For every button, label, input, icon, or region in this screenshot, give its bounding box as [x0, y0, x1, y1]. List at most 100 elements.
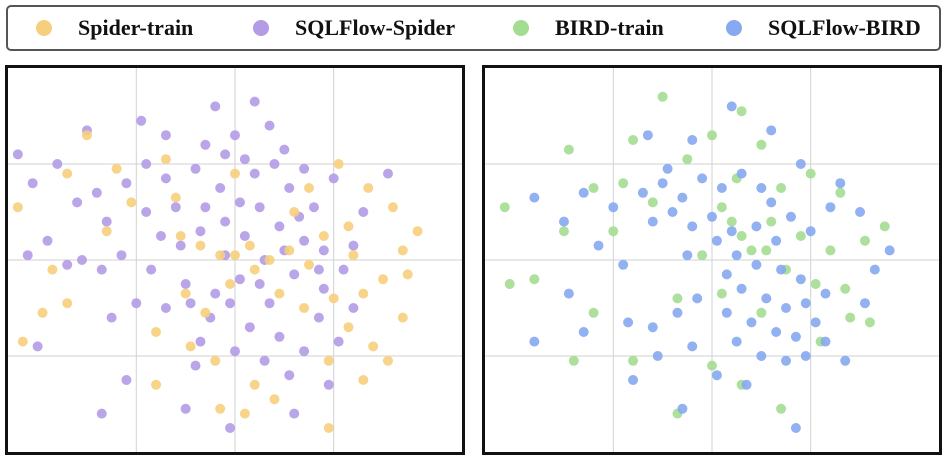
- point-sqlflow-bird-48: [618, 259, 629, 270]
- scatter-plot-spider: [8, 68, 462, 452]
- point-sqlflow-bird-62: [628, 375, 639, 385]
- point-spider-train-34: [299, 303, 310, 313]
- point-sqlflow-spider-40: [180, 279, 191, 289]
- point-sqlflow-bird-27: [790, 331, 801, 342]
- point-spider-train-36: [180, 288, 191, 299]
- legend-item-sqlflow-bird: SQLFlow-BIRD: [726, 7, 921, 49]
- point-bird-train-1: [558, 226, 569, 237]
- point-sqlflow-spider-20: [170, 202, 181, 213]
- point-sqlflow-bird-12: [751, 221, 762, 232]
- point-sqlflow-spider-59: [358, 207, 369, 217]
- point-sqlflow-bird-52: [642, 130, 653, 141]
- point-sqlflow-bird-24: [820, 288, 831, 299]
- point-bird-train-16: [716, 202, 727, 213]
- point-sqlflow-spider-19: [141, 207, 152, 217]
- point-bird-train-21: [825, 245, 836, 256]
- point-sqlflow-spider-61: [116, 250, 127, 261]
- point-sqlflow-bird-49: [766, 125, 777, 136]
- point-sqlflow-bird-61: [578, 327, 589, 337]
- point-sqlflow-bird-23: [800, 298, 811, 309]
- point-sqlflow-spider-6: [239, 154, 250, 165]
- point-sqlflow-spider-8: [279, 144, 290, 155]
- point-sqlflow-bird-66: [711, 235, 722, 246]
- point-spider-train-40: [289, 207, 300, 217]
- point-sqlflow-spider-44: [299, 346, 310, 357]
- point-sqlflow-spider-1: [210, 101, 221, 112]
- point-spider-train-3: [47, 264, 58, 275]
- point-sqlflow-spider-33: [185, 298, 196, 309]
- point-sqlflow-spider-54: [239, 231, 250, 241]
- point-sqlflow-bird-13: [771, 235, 782, 246]
- point-spider-train-47: [215, 403, 226, 414]
- point-spider-train-30: [397, 312, 408, 323]
- point-sqlflow-spider-76: [254, 279, 265, 289]
- point-sqlflow-spider-34: [160, 303, 171, 313]
- point-sqlflow-bird-38: [623, 317, 634, 328]
- point-bird-train-12: [672, 293, 683, 304]
- point-sqlflow-bird-9: [687, 221, 698, 232]
- point-spider-train-22: [363, 183, 374, 193]
- point-sqlflow-bird-56: [869, 264, 880, 275]
- point-sqlflow-spider-58: [308, 202, 319, 213]
- point-sqlflow-spider-27: [338, 264, 349, 275]
- point-spider-train-33: [323, 355, 334, 366]
- point-sqlflow-bird-2: [677, 192, 688, 203]
- point-spider-train-35: [151, 327, 162, 337]
- point-bird-train-9: [588, 307, 599, 318]
- point-sqlflow-spider-14: [72, 197, 83, 208]
- point-spider-train-51: [402, 269, 413, 280]
- point-sqlflow-spider-65: [180, 403, 191, 414]
- point-sqlflow-spider-83: [155, 231, 166, 241]
- point-spider-train-17: [215, 250, 226, 261]
- point-sqlflow-bird-4: [716, 183, 727, 193]
- point-sqlflow-spider-87: [225, 298, 236, 309]
- point-spider-train-16: [304, 259, 315, 270]
- point-sqlflow-spider-68: [96, 408, 107, 419]
- point-sqlflow-bird-54: [835, 178, 846, 189]
- point-sqlflow-spider-38: [42, 235, 53, 246]
- point-sqlflow-bird-42: [741, 379, 752, 390]
- point-sqlflow-bird-68: [825, 202, 836, 213]
- point-bird-train-6: [707, 130, 717, 141]
- point-spider-train-32: [358, 375, 369, 385]
- point-sqlflow-spider-36: [96, 264, 107, 275]
- point-sqlflow-spider-39: [22, 250, 33, 261]
- legend-item-bird-train: BIRD-train: [513, 7, 664, 49]
- point-spider-train-45: [269, 394, 280, 405]
- scatter-panel-spider: [5, 65, 465, 455]
- point-sqlflow-spider-73: [328, 173, 339, 184]
- point-sqlflow-spider-12: [160, 173, 171, 184]
- point-sqlflow-spider-35: [131, 298, 142, 309]
- point-bird-train-24: [879, 221, 890, 232]
- point-bird-train-36: [776, 403, 787, 414]
- point-sqlflow-spider-25: [299, 235, 310, 246]
- point-sqlflow-bird-39: [652, 351, 663, 361]
- point-sqlflow-spider-81: [348, 303, 359, 313]
- point-sqlflow-bird-1: [657, 178, 668, 189]
- point-sqlflow-bird-53: [795, 159, 806, 169]
- point-spider-train-10: [160, 154, 171, 165]
- point-sqlflow-bird-37: [647, 322, 658, 333]
- point-sqlflow-spider-63: [323, 379, 334, 390]
- point-sqlflow-bird-50: [726, 101, 737, 112]
- point-sqlflow-spider-37: [77, 255, 88, 265]
- point-sqlflow-spider-49: [313, 312, 324, 323]
- point-sqlflow-spider-45: [284, 370, 295, 381]
- point-sqlflow-bird-40: [687, 341, 698, 352]
- point-bird-train-41: [647, 197, 658, 208]
- point-sqlflow-spider-16: [12, 149, 23, 160]
- point-bird-train-3: [628, 135, 639, 145]
- point-sqlflow-bird-26: [771, 327, 782, 337]
- point-sqlflow-bird-25: [746, 317, 757, 328]
- point-sqlflow-bird-18: [776, 264, 787, 275]
- point-sqlflow-bird-71: [721, 269, 732, 280]
- point-bird-train-13: [716, 288, 727, 299]
- point-sqlflow-bird-41: [711, 370, 722, 381]
- point-sqlflow-bird-46: [529, 192, 540, 203]
- point-sqlflow-spider-64: [121, 375, 132, 385]
- point-spider-train-21: [343, 221, 354, 232]
- point-spider-train-39: [249, 264, 260, 275]
- point-sqlflow-bird-7: [647, 216, 658, 227]
- point-spider-train-48: [151, 379, 162, 390]
- point-spider-train-6: [17, 336, 28, 347]
